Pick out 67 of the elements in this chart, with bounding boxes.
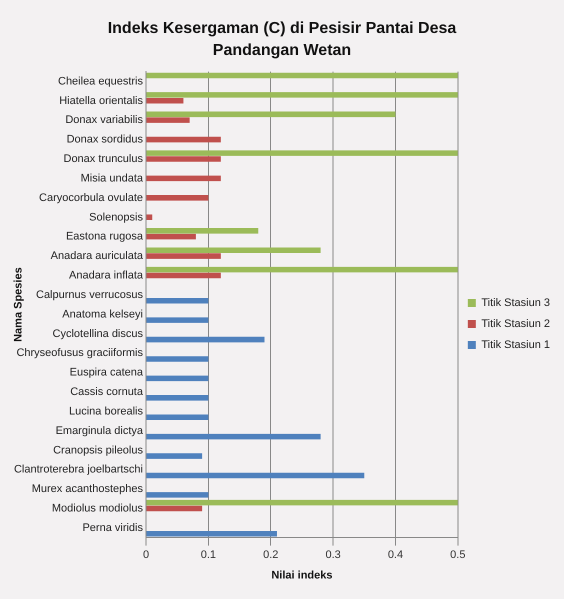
bar	[146, 136, 221, 142]
bar	[146, 472, 364, 478]
legend-label: Titik Stasiun 2	[481, 318, 550, 330]
y-tick-label: Anadara auriculata	[50, 250, 144, 262]
bar	[146, 492, 208, 498]
y-tick-label: Anatoma kelseyi	[62, 308, 143, 320]
y-tick-label: Chryseofusus graciiformis	[16, 347, 144, 360]
y-tick-label: Caryocorbula ovulate	[39, 192, 143, 204]
legend-label: Titik Stasiun 3	[481, 297, 550, 310]
y-tick-label: Donax sordidus	[66, 134, 144, 146]
bar	[146, 506, 202, 512]
x-tick-label: 0	[142, 549, 150, 562]
y-tick-label: Hiatella orientalis	[59, 94, 144, 107]
x-tick-label: 0.3	[325, 549, 341, 562]
y-tick-label: Cyclotellina discus	[52, 328, 144, 340]
y-tick-label: Modiolus modiolus	[52, 502, 144, 515]
y-tick-label: Emarginula dictya	[56, 424, 144, 437]
y-tick-label: Eastona rugosa	[66, 230, 144, 243]
y-tick-label: Cranopsis pileolus	[53, 444, 144, 456]
y-tick-label: Murex acanthostephes	[32, 483, 144, 496]
y-axis-title: Nama Spesies	[12, 267, 25, 342]
bar	[146, 176, 221, 182]
y-tick-label: Euspira catena	[70, 366, 144, 379]
bar	[146, 414, 208, 420]
y-tick-label: Cassis cornuta	[70, 386, 144, 398]
bar	[146, 376, 208, 382]
bar	[146, 156, 221, 162]
y-tick-label: Solenopsis	[89, 211, 144, 224]
x-tick-label: 0.5	[450, 549, 466, 562]
bar	[146, 228, 258, 234]
bar	[146, 253, 221, 259]
y-tick-label: Anadara inflata	[69, 270, 144, 282]
bar	[146, 395, 208, 401]
legend-label: Titik Stasiun 1	[481, 339, 550, 352]
bar	[146, 195, 208, 201]
x-tick-label: 0.1	[200, 549, 216, 562]
bar	[146, 150, 458, 156]
bar	[146, 356, 208, 362]
bar	[146, 247, 321, 253]
bar	[146, 500, 458, 506]
bar	[146, 112, 396, 118]
y-tick-label: Perna viridis	[82, 522, 144, 534]
bar	[146, 434, 321, 440]
y-tick-label: Donax trunculus	[64, 153, 144, 166]
y-tick-label: Clantroterebra joelbartschi	[14, 464, 143, 476]
bar	[146, 272, 221, 278]
bar	[146, 266, 458, 272]
bar	[146, 214, 152, 220]
y-tick-label: Lucina borealis	[69, 405, 144, 418]
y-tick-label: Donax variabilis	[65, 114, 144, 126]
x-axis-title: Nilai indeks	[271, 569, 332, 582]
y-tick-label: Cheilea equestris	[58, 75, 144, 88]
x-tick-label: 0.2	[263, 549, 278, 562]
bar	[146, 336, 264, 342]
bar	[146, 92, 458, 98]
bar	[146, 72, 458, 78]
chart-title: Indeks Kesergaman (C) di Pesisir Pantai Desa Pandangan Wetan	[106, 19, 458, 61]
bar	[146, 117, 190, 123]
x-tick-label: 0.4	[388, 549, 404, 562]
bar	[146, 453, 202, 459]
y-tick-label: Misia undata	[80, 172, 144, 184]
bar	[146, 234, 196, 240]
y-tick-label: Calpurnus verrucosus	[36, 288, 144, 301]
bar	[146, 317, 208, 323]
bar	[146, 298, 208, 304]
bar	[146, 530, 277, 536]
bar	[146, 98, 184, 104]
